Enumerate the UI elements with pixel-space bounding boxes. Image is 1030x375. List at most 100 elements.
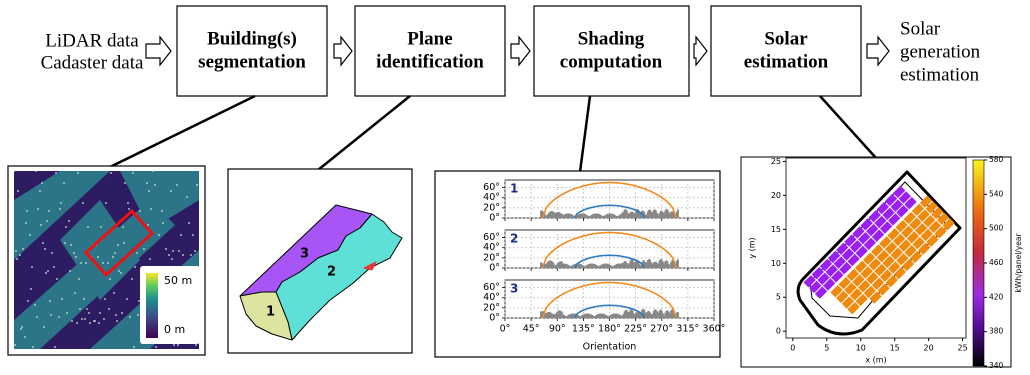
colorbar-tick-label: 460 — [989, 258, 1004, 267]
speckle — [126, 298, 128, 300]
speckle — [79, 308, 81, 310]
speckle — [68, 220, 70, 222]
speckle — [139, 210, 141, 212]
speckle — [98, 322, 100, 324]
speckle — [115, 314, 117, 316]
y-tick-label: 40° — [483, 242, 500, 253]
output-label: generation — [900, 41, 981, 62]
speckle — [114, 252, 116, 254]
plane-label: 2 — [327, 265, 336, 280]
speckle — [20, 328, 22, 330]
speckle — [149, 258, 151, 260]
speckle — [34, 304, 36, 306]
speckle — [22, 248, 24, 250]
speckle — [75, 256, 77, 258]
step-title: Building(s) — [207, 28, 297, 49]
speckle — [58, 316, 60, 318]
speckle — [195, 344, 197, 346]
speckle — [136, 252, 138, 254]
arrow — [146, 37, 171, 65]
speckle — [99, 312, 101, 314]
speckle — [56, 278, 58, 280]
speckle — [128, 208, 130, 210]
x-tick-label: 270° — [650, 324, 673, 335]
colorbar-tick-label: 500 — [989, 224, 1004, 233]
x-tick-label: 20 — [924, 344, 934, 353]
speckle — [182, 254, 184, 256]
speckle — [45, 272, 47, 274]
speckle — [84, 318, 86, 320]
speckle — [188, 222, 190, 224]
speckle — [51, 252, 53, 254]
speckle — [190, 254, 192, 256]
speckle — [105, 202, 107, 204]
speckle — [88, 312, 90, 314]
speckle — [176, 184, 178, 186]
speckle — [109, 278, 111, 280]
x-tick-label: 5 — [824, 344, 829, 353]
speckle — [154, 184, 156, 186]
speckle — [170, 190, 172, 192]
speckle — [113, 292, 115, 294]
y-tick-label: 0 — [776, 327, 781, 336]
speckle — [60, 202, 62, 204]
y-tick-label: 25 — [771, 157, 781, 166]
connector — [580, 96, 590, 172]
connector — [110, 96, 255, 167]
y-tick-label: 20° — [483, 302, 500, 313]
connector — [318, 96, 410, 170]
speckle — [118, 270, 120, 272]
pipeline: LiDAR data Cadaster data Building(s) seg… — [41, 6, 981, 172]
step-title: Shading — [578, 28, 645, 49]
speckle — [97, 256, 99, 258]
step-title: segmentation — [198, 51, 306, 72]
y-tick-label: 0° — [489, 313, 500, 324]
speckle — [26, 210, 28, 212]
colorbar — [973, 160, 984, 366]
x-tick-label: 0 — [790, 344, 795, 353]
speckle — [25, 222, 27, 224]
speckle — [138, 300, 140, 302]
speckle — [121, 312, 123, 314]
speckle — [31, 266, 33, 268]
plane-label: 1 — [266, 305, 275, 320]
speckle — [76, 322, 78, 324]
subplot-label: 1 — [510, 182, 518, 196]
step-title: estimation — [744, 51, 829, 72]
speckle — [150, 208, 152, 210]
speckle — [48, 210, 50, 212]
speckle — [104, 298, 106, 300]
speckle — [108, 308, 110, 310]
subplot-label: 3 — [510, 282, 518, 296]
speckle — [61, 298, 63, 300]
speckle — [161, 210, 163, 212]
x-tick-label: 0° — [500, 324, 511, 335]
colorbar-label: 50 m — [164, 274, 192, 287]
speckle — [180, 234, 182, 236]
plane-panel: 3 2 1 — [228, 169, 412, 353]
speckle — [43, 326, 45, 328]
speckle — [146, 182, 148, 184]
speckle — [120, 272, 122, 274]
speckle — [32, 346, 34, 348]
speckle — [132, 172, 134, 174]
speckle — [155, 346, 157, 348]
lidar-panel: 50 m 0 m — [8, 166, 205, 355]
plane-label: 3 — [300, 247, 309, 262]
colorbar-tick-label: 380 — [989, 327, 1004, 336]
speckle — [102, 262, 104, 264]
speckle — [158, 234, 160, 236]
colorbar-label: kWh/panel/year — [1014, 233, 1023, 293]
speckle — [78, 278, 80, 280]
speckle — [41, 182, 43, 184]
input-label: LiDAR data — [45, 30, 139, 51]
y-tick-label: 60° — [483, 232, 500, 243]
speckle — [24, 336, 26, 338]
step-title: Solar — [764, 28, 808, 49]
step-title: identification — [376, 51, 484, 72]
speckle — [15, 250, 17, 252]
speckle — [110, 172, 112, 174]
y-tick-label: 5 — [776, 293, 781, 302]
x-tick-label: 10 — [856, 344, 866, 353]
